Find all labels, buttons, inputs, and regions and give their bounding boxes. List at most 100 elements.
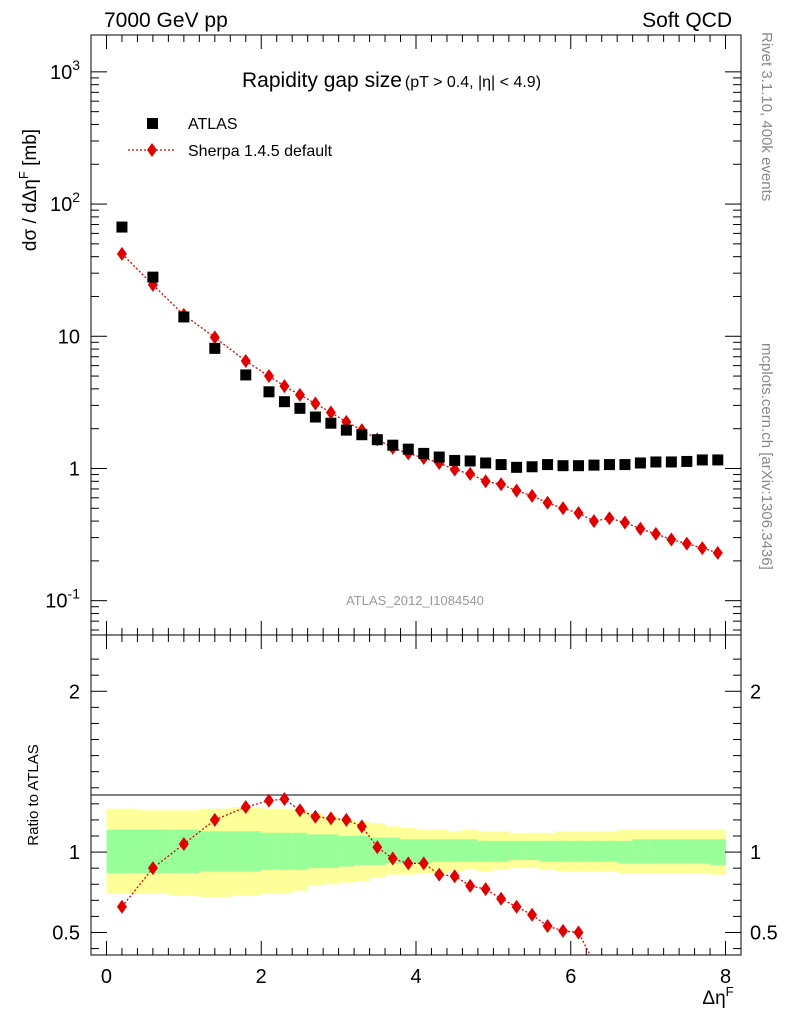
ratio-mc-point	[527, 907, 538, 922]
data-point	[634, 457, 646, 469]
ratio-mc-point	[263, 793, 274, 808]
band-inner-bin	[694, 839, 711, 864]
data-point	[433, 451, 445, 463]
x-tick-label: 4	[410, 966, 421, 988]
mc-point	[310, 396, 321, 411]
ratio-mc-point	[542, 919, 553, 934]
ratio-mc-point	[178, 837, 189, 852]
band-inner-bin	[632, 839, 649, 864]
y-tick-label: 1	[69, 458, 80, 480]
ratio-tick-label-right: 0.5	[750, 922, 778, 944]
ratio-mc-point	[496, 891, 507, 906]
ratio-tick-label-left: 2	[69, 681, 80, 703]
ratio-mc-point	[480, 882, 491, 897]
band-inner-bin	[539, 840, 556, 862]
band-inner-bin	[462, 839, 479, 862]
ratio-mc-point	[434, 867, 445, 882]
data-point	[511, 461, 523, 473]
band-inner-bin	[601, 840, 618, 862]
mc-point	[279, 379, 290, 394]
data-point	[665, 456, 677, 468]
ratio-tick-label-left: 1	[69, 842, 80, 864]
band-inner-bin	[199, 831, 231, 872]
data-point	[449, 454, 461, 466]
plot-title-main: Rapidity gap size	[242, 69, 402, 92]
ratio-mc-line	[121, 798, 591, 956]
mc-point	[449, 462, 460, 477]
band-inner-bin	[477, 840, 494, 862]
mc-point	[681, 536, 692, 551]
x-tick-label: 0	[101, 966, 112, 988]
band-inner-bin	[354, 836, 371, 865]
data-point	[240, 369, 252, 381]
x-tick-label: 8	[720, 966, 731, 988]
band-inner-bin	[230, 831, 262, 872]
ratio-mc-point	[341, 812, 352, 827]
header-right: Soft QCD	[642, 9, 732, 32]
mc-point	[650, 526, 661, 541]
watermark: ATLAS_2012_I1084540	[346, 593, 484, 608]
data-point	[696, 454, 708, 466]
band-inner-bin	[431, 839, 448, 862]
band-inner-bin	[276, 832, 293, 870]
ratio-y-axis-label: Ratio to ATLAS	[25, 744, 42, 845]
ratio-mc-point	[372, 840, 383, 855]
data-point	[340, 424, 352, 436]
ratio-mc-point	[511, 899, 522, 914]
band-inner-bin	[168, 829, 200, 873]
band-inner-bin	[524, 840, 541, 861]
data-point	[681, 455, 693, 467]
main-axis-ticks: 10-1 1 10 102 103	[45, 57, 741, 631]
ratio-mc-point	[116, 899, 127, 914]
ratio-mc-point	[240, 800, 251, 815]
data-point	[263, 386, 275, 398]
main-y-axis-label: dσ / dΔηF [mb]	[16, 129, 41, 251]
ratio-axis-ticks: 0.5 0.5 1 1 2 2	[52, 658, 778, 950]
legend-mc-label: Sherpa 1.4.5 default	[188, 143, 333, 160]
mc-point	[635, 521, 646, 536]
band-inner-bin	[106, 829, 138, 873]
y-tick-label: 103	[50, 57, 80, 84]
main-mc-series	[116, 246, 723, 560]
ratio-mc-point	[573, 925, 584, 940]
data-point	[209, 342, 221, 354]
data-point	[712, 454, 724, 466]
band-inner-bin	[508, 840, 525, 861]
data-point	[480, 457, 492, 469]
x-tick-label: 6	[565, 966, 576, 988]
data-point	[402, 443, 414, 455]
mc-point	[294, 387, 305, 402]
plot-title: Rapidity gap size (pT > 0.4, |η| < 4.9)	[242, 69, 541, 92]
ratio-mc-point	[147, 861, 158, 876]
ratio-mc-point	[325, 811, 336, 826]
side-text-bottom: mcplots.cern.ch [arXiv:1306.3436]	[758, 343, 775, 570]
ratio-mc-point	[387, 851, 398, 866]
ratio-mc-point	[356, 819, 367, 834]
legend-mc-marker	[147, 143, 157, 157]
data-point	[147, 271, 159, 283]
data-point	[116, 221, 128, 233]
mc-point	[116, 246, 127, 261]
ratio-tick-label-left: 0.5	[52, 922, 80, 944]
mc-point	[712, 545, 723, 560]
mc-point	[496, 477, 507, 492]
data-point	[178, 311, 190, 323]
data-point	[325, 417, 337, 429]
band-inner-bin	[493, 840, 510, 862]
mc-point	[465, 466, 476, 481]
mc-point	[558, 501, 569, 516]
data-point	[619, 459, 631, 471]
band-inner-bin	[416, 839, 432, 864]
y-tick-label: 10-1	[45, 586, 80, 613]
mc-point	[619, 515, 630, 530]
band-inner-bin	[307, 834, 324, 869]
band-inner-bin	[710, 839, 727, 865]
data-point	[294, 402, 306, 414]
ratio-mc-point	[294, 803, 305, 818]
band-inner-bin	[446, 839, 463, 862]
data-point	[495, 459, 507, 471]
data-point	[588, 459, 600, 471]
ratio-mc-point	[465, 878, 476, 893]
band-inner-bin	[261, 832, 278, 870]
